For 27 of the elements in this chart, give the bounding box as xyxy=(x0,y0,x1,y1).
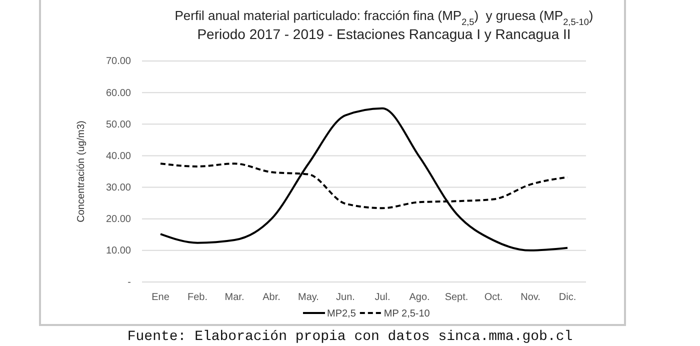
y-tick-label: 30.00 xyxy=(106,182,132,194)
x-tick-label: Mar. xyxy=(224,292,244,304)
x-tick-label: Nov. xyxy=(520,292,540,304)
x-tick-label: Sept. xyxy=(444,292,468,304)
legend-label: MP2,5 xyxy=(327,308,356,320)
y-tick-label: 20.00 xyxy=(106,214,132,226)
y-tick-label: 50.00 xyxy=(106,119,132,130)
legend-label: MP 2,5-10 xyxy=(384,308,430,320)
x-tick-label: Feb. xyxy=(187,292,208,304)
x-tick-label: May. xyxy=(298,292,319,304)
x-tick-label: Abr. xyxy=(262,292,280,304)
x-tick-label: Dic. xyxy=(558,292,576,304)
source-note: Fuente: Elaboración propia con datos sinca.mma.gob.cl xyxy=(127,329,573,345)
y-axis-title: Concentración (ug/m3) xyxy=(76,120,87,222)
y-tick-label: 60.00 xyxy=(106,88,132,99)
y-tick-label: 10.00 xyxy=(106,246,132,257)
x-tick-label: Oct. xyxy=(484,292,503,304)
line-series xyxy=(160,107,568,252)
y-tick-label: - xyxy=(128,277,131,288)
x-tick-label: Ene xyxy=(152,292,170,304)
x-tick-label: Jun. xyxy=(336,292,355,304)
chart-title: Perfil anual material particulado: fracción fina (MP$_{2,5}$) y gruesa (MP$_{2,5-10}$) xyxy=(174,8,594,27)
chart-subtitle: Periodo 2017 - 2019 - Estaciones Rancagua I y Rancagua II xyxy=(197,26,571,42)
x-tick-label: Jul. xyxy=(374,292,390,304)
y-tick-label: 70.00 xyxy=(106,56,132,68)
y-tick-label: 40.00 xyxy=(106,150,132,162)
x-tick-label: Ago. xyxy=(409,292,430,304)
